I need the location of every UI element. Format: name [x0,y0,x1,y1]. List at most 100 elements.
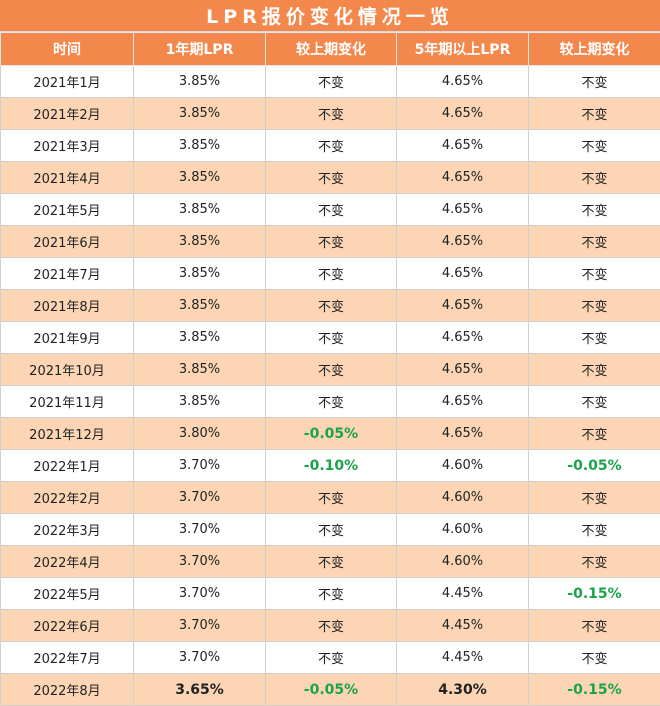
cell-5y-lpr: 4.65% [397,130,529,162]
table-title: LPR报价变化情况一览 [0,0,660,32]
cell-1y-lpr: 3.70% [134,578,266,610]
cell-5y-change: 不变 [529,194,660,226]
cell-date: 2021年11月 [1,386,134,418]
cell-1y-lpr: 3.85% [134,130,266,162]
cell-1y-lpr: 3.85% [134,194,266,226]
cell-5y-change: 不变 [529,482,660,514]
cell-1y-change: 不变 [266,162,397,194]
cell-5y-lpr: 4.65% [397,66,529,98]
cell-1y-change: 不变 [266,482,397,514]
cell-5y-lpr: 4.65% [397,258,529,290]
cell-date: 2021年1月 [1,66,134,98]
cell-1y-change: 不变 [266,66,397,98]
cell-1y-lpr: 3.70% [134,450,266,482]
cell-date: 2021年12月 [1,418,134,450]
cell-date: 2021年3月 [1,130,134,162]
cell-5y-change: -0.05% [529,450,660,482]
cell-1y-change: 不变 [266,226,397,258]
cell-date: 2022年6月 [1,610,134,642]
column-header-5y-change: 较上期变化 [529,33,660,66]
cell-date: 2021年9月 [1,322,134,354]
cell-5y-lpr: 4.30% [397,674,529,706]
cell-1y-change: 不变 [266,194,397,226]
cell-1y-lpr: 3.80% [134,418,266,450]
column-header-1y-lpr: 1年期LPR [134,33,266,66]
cell-date: 2021年6月 [1,226,134,258]
cell-5y-change: -0.15% [529,578,660,610]
cell-5y-change: 不变 [529,226,660,258]
cell-1y-change: 不变 [266,322,397,354]
cell-5y-lpr: 4.60% [397,482,529,514]
cell-1y-lpr: 3.70% [134,610,266,642]
cell-date: 2022年5月 [1,578,134,610]
cell-1y-change: 不变 [266,290,397,322]
cell-5y-change: 不变 [529,98,660,130]
cell-5y-change: 不变 [529,130,660,162]
cell-5y-lpr: 4.65% [397,418,529,450]
cell-1y-change: -0.05% [266,418,397,450]
cell-5y-change: 不变 [529,610,660,642]
cell-date: 2021年8月 [1,290,134,322]
cell-5y-lpr: 4.65% [397,194,529,226]
cell-5y-lpr: 4.65% [397,322,529,354]
cell-date: 2021年10月 [1,354,134,386]
cell-5y-lpr: 4.65% [397,354,529,386]
cell-1y-lpr: 3.70% [134,482,266,514]
cell-1y-change: 不变 [266,98,397,130]
cell-1y-change: -0.10% [266,450,397,482]
cell-1y-lpr: 3.65% [134,674,266,706]
cell-1y-change: 不变 [266,642,397,674]
cell-5y-change: 不变 [529,258,660,290]
cell-1y-lpr: 3.85% [134,258,266,290]
cell-5y-change: 不变 [529,322,660,354]
cell-5y-change: 不变 [529,418,660,450]
cell-5y-lpr: 4.65% [397,386,529,418]
cell-1y-lpr: 3.85% [134,354,266,386]
cell-1y-change: 不变 [266,546,397,578]
cell-1y-lpr: 3.70% [134,642,266,674]
cell-date: 2021年7月 [1,258,134,290]
cell-1y-change: 不变 [266,578,397,610]
cell-5y-change: 不变 [529,514,660,546]
cell-5y-change: -0.15% [529,674,660,706]
cell-5y-lpr: 4.65% [397,162,529,194]
cell-1y-lpr: 3.85% [134,66,266,98]
cell-5y-change: 不变 [529,386,660,418]
cell-5y-lpr: 4.60% [397,450,529,482]
column-header-1y-change: 较上期变化 [266,33,397,66]
cell-5y-lpr: 4.45% [397,642,529,674]
cell-1y-lpr: 3.85% [134,290,266,322]
cell-date: 2021年4月 [1,162,134,194]
cell-5y-change: 不变 [529,642,660,674]
cell-1y-change: 不变 [266,514,397,546]
cell-date: 2022年4月 [1,546,134,578]
cell-1y-lpr: 3.85% [134,162,266,194]
column-header-date: 时间 [1,33,134,66]
cell-1y-lpr: 3.85% [134,386,266,418]
cell-date: 2022年7月 [1,642,134,674]
cell-5y-change: 不变 [529,66,660,98]
column-header-5y-lpr: 5年期以上LPR [397,33,529,66]
cell-5y-lpr: 4.60% [397,514,529,546]
cell-5y-lpr: 4.65% [397,290,529,322]
cell-5y-change: 不变 [529,546,660,578]
cell-5y-lpr: 4.65% [397,226,529,258]
cell-1y-change: 不变 [266,610,397,642]
